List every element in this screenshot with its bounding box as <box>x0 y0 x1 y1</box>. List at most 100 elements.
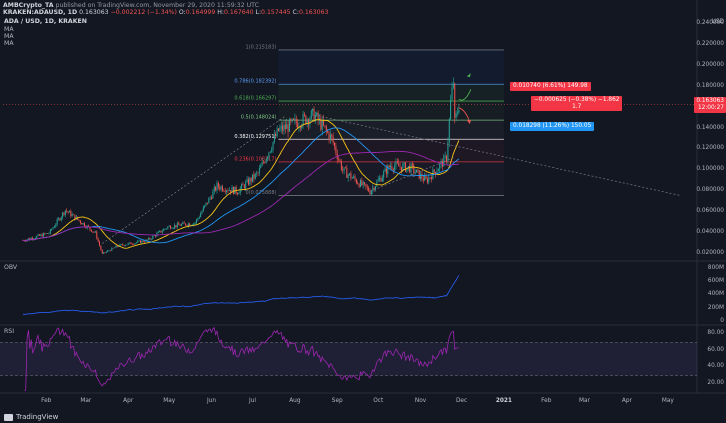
candle-body <box>308 119 310 125</box>
obv-tick: 0 <box>720 318 724 324</box>
candle-body <box>309 118 311 125</box>
candle-body <box>425 176 427 179</box>
candle-body <box>284 124 286 129</box>
candle-body <box>223 190 225 192</box>
candle-body <box>164 228 166 230</box>
candle-body <box>268 152 270 158</box>
target-down-box[interactable]: 0.018298 (11.26%) 150.05 <box>510 122 595 131</box>
ma-legend-3[interactable]: MA <box>4 40 14 47</box>
candle-body <box>83 223 85 227</box>
range-box[interactable]: −0.000625 (−0.38%) −1.862 1.7 <box>531 96 623 111</box>
candle-body <box>437 169 439 172</box>
candle-body <box>327 130 329 133</box>
candle-body <box>272 141 274 150</box>
candle-body <box>424 176 426 181</box>
time-tick: Nov <box>414 398 427 404</box>
candle-body <box>198 217 200 219</box>
candle-body <box>321 120 323 130</box>
time-tick: May <box>661 398 674 404</box>
candle-body <box>377 179 379 182</box>
candle-body <box>134 243 136 245</box>
candle-body <box>92 231 94 233</box>
candle-body <box>190 224 192 226</box>
candle-body <box>212 191 214 199</box>
ohlc-line: KRAKEN:ADAUSD, 1D 0.163063 −0.002212 (−1… <box>3 9 329 16</box>
candle-body <box>97 238 99 242</box>
candle-body <box>245 182 247 189</box>
time-tick: Sep <box>331 398 343 404</box>
candle-body <box>101 250 103 254</box>
price-tick: 0.180000 <box>696 82 724 89</box>
candle-body <box>66 210 68 212</box>
candle-body <box>55 224 57 227</box>
candle-body <box>260 165 262 169</box>
candle-body <box>456 112 458 114</box>
candle-body <box>224 190 226 193</box>
candle-body <box>421 173 423 179</box>
price-tick: 0.120000 <box>696 145 724 152</box>
candle-body <box>249 178 251 185</box>
candle-body <box>364 182 366 184</box>
last-price: 0.163063 <box>79 9 109 16</box>
obv-label: OBV <box>4 264 18 271</box>
candle-body <box>205 202 207 206</box>
price-tick: 0.240000 <box>696 20 724 26</box>
candle-body <box>206 202 208 204</box>
candle-body <box>431 177 433 180</box>
candle-body <box>227 190 229 192</box>
candle-body <box>70 211 72 217</box>
candle-body <box>306 119 308 124</box>
candle-body <box>417 169 419 171</box>
candle-body <box>403 162 405 165</box>
author-name[interactable]: AMBCrypto_TA <box>3 2 54 9</box>
candle-body <box>354 176 356 180</box>
symbol-label[interactable]: KRAKEN:ADAUSD, 1D <box>3 9 78 16</box>
candle-body <box>280 125 282 129</box>
candle-body <box>146 239 148 241</box>
candle-body <box>374 186 376 190</box>
candle-body <box>208 198 210 204</box>
candle-body <box>451 87 453 100</box>
candle-body <box>387 165 389 175</box>
candle-body <box>243 185 245 189</box>
candle-body <box>390 165 392 168</box>
ma-mid-line <box>22 127 460 244</box>
candle-body <box>230 189 232 193</box>
price-change: −0.002212 (−1.34%) <box>110 9 177 16</box>
candle-body <box>103 252 105 254</box>
candle-body <box>74 214 76 220</box>
candle-body <box>290 119 292 122</box>
candle-body <box>294 118 296 120</box>
candle-body <box>41 234 43 237</box>
candle-body <box>357 183 359 184</box>
fib-level-label: 0.5(0.148024) <box>241 115 277 121</box>
candle-body <box>78 219 80 221</box>
candle-body <box>47 233 49 234</box>
rsi-tick: 60.00 <box>707 346 724 353</box>
ma-legend-1[interactable]: MA <box>4 26 14 33</box>
ma-legend-2[interactable]: MA <box>4 33 14 40</box>
candle-body <box>291 118 293 122</box>
candle-body <box>211 197 213 199</box>
currency-label: USD <box>711 19 724 25</box>
candle-body <box>200 213 202 218</box>
candle-body <box>279 128 281 131</box>
candle-body <box>67 211 69 213</box>
candle-body <box>299 126 301 128</box>
candle-body <box>160 230 162 233</box>
target-up-box[interactable]: 0.010740 (6.61%) 149.98 <box>510 82 591 91</box>
candle-body <box>58 218 60 220</box>
tradingview-logo[interactable]: TradingView <box>4 413 58 421</box>
candle-body <box>256 172 258 174</box>
projection-up-arrowhead <box>466 73 471 78</box>
candle-body <box>51 229 53 230</box>
candle-body <box>358 183 360 187</box>
candle-body <box>109 250 111 252</box>
candle-body <box>241 184 243 189</box>
candle-body <box>392 168 394 171</box>
fib-band <box>278 101 504 121</box>
candle-body <box>176 223 178 228</box>
candle-body <box>454 83 456 118</box>
candle-body <box>150 238 152 240</box>
